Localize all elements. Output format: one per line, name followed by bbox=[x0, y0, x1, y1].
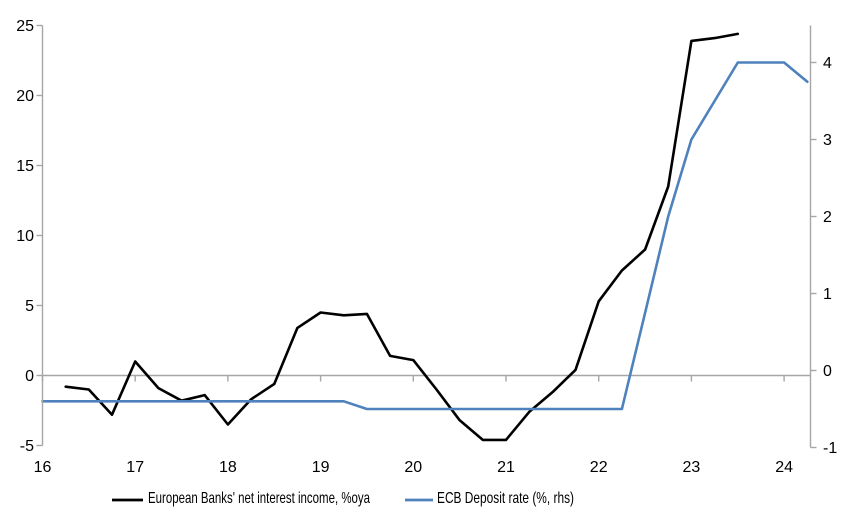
x-tick-label: 19 bbox=[312, 459, 330, 476]
chart-legend: European Banks' net interest income, %oy… bbox=[112, 490, 574, 507]
series-layer bbox=[41, 32, 809, 442]
left-tick-label: 0 bbox=[25, 368, 34, 385]
x-tick-label: 21 bbox=[497, 459, 515, 476]
right-tick-label: 0 bbox=[823, 363, 832, 380]
x-tick-label: 23 bbox=[683, 459, 701, 476]
x-tick-label: 18 bbox=[219, 459, 237, 476]
left-tick-label: 10 bbox=[16, 228, 34, 245]
right-tick-label: 4 bbox=[823, 55, 832, 72]
legend-label-nii: European Banks' net interest income, %oy… bbox=[148, 490, 370, 507]
left-tick-label: -5 bbox=[20, 438, 34, 455]
ecb-deposit-rate-line bbox=[41, 61, 809, 411]
left-tick-label: 5 bbox=[25, 298, 34, 315]
x-tick-label: 20 bbox=[404, 459, 422, 476]
x-tick-label: 17 bbox=[126, 459, 144, 476]
left-tick-label: 15 bbox=[16, 158, 34, 175]
right-tick-label: 1 bbox=[823, 286, 832, 303]
nii-line bbox=[64, 32, 740, 442]
x-tick-label: 24 bbox=[775, 459, 793, 476]
right-tick-label: 2 bbox=[823, 209, 832, 226]
right-tick-label: 3 bbox=[823, 132, 832, 149]
left-tick-label: 25 bbox=[16, 18, 34, 35]
axis-layer bbox=[36, 24, 817, 449]
legend-label-ecb: ECB Deposit rate (%, rhs) bbox=[437, 490, 574, 507]
x-tick-label: 22 bbox=[590, 459, 608, 476]
left-tick-label: 20 bbox=[16, 88, 34, 105]
right-tick-label: -1 bbox=[823, 440, 837, 457]
x-tick-label: 16 bbox=[34, 459, 52, 476]
